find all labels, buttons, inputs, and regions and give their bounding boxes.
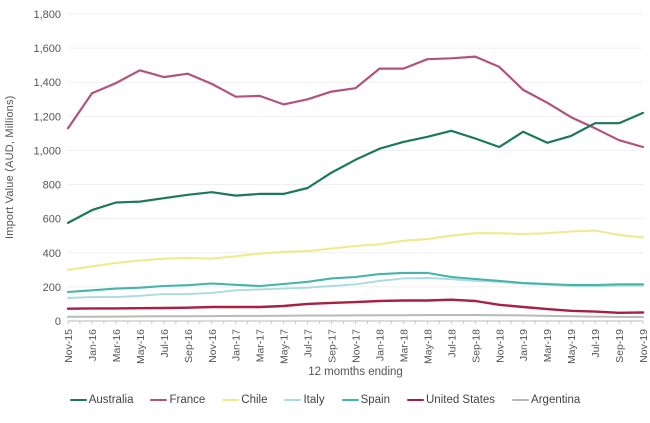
x-tick-label: Sep-18 [470,329,482,363]
x-axis-title: 12 momths ending [308,366,403,378]
legend-label: Italy [303,394,325,406]
legend-label: Chile [241,394,268,406]
legend-item-chile: Chile [222,394,267,406]
legend-label: Spain [360,394,390,406]
legend-item-united-states: United States [407,394,495,406]
legend-swatch [222,398,240,402]
series-line-italy [67,277,644,299]
x-tick-label: May-16 [135,329,147,364]
x-tick-label: Jul-19 [590,329,602,358]
legend-swatch [284,398,302,402]
legend-label: Australia [88,394,134,406]
x-tick-label: May-17 [279,329,291,364]
y-tick-label: 1,800 [33,9,61,21]
x-tick-label: Nov-16 [207,329,219,363]
legend-item-argentina: Argentina [512,394,580,406]
x-tick-label: Jul-16 [159,329,171,358]
legend-label: United States [426,394,496,406]
legend-item-spain: Spain [341,394,390,406]
x-tick-label: Nov-19 [638,329,650,363]
y-axis-title: Import Value (AUD, Millions) [4,95,16,240]
legend-item-france: France [150,394,205,406]
series-line-united-states [66,298,645,314]
x-tick-label: Jul-17 [303,329,315,358]
legend-swatch [69,398,87,402]
x-tick-label: Jul-18 [446,329,458,358]
x-tick-label: Sep-19 [614,329,626,363]
x-tick-label: Nov-15 [63,329,75,363]
x-tick-label: Mar-19 [542,329,554,362]
y-tick-label: 1,000 [33,145,61,157]
series-line-australia [66,111,645,224]
x-tick-label: Jan-17 [231,329,243,361]
x-tick-label: May-19 [566,329,578,364]
y-tick-label: 800 [43,180,61,192]
y-tick-label: 200 [43,282,61,294]
series-line-chile [66,229,645,271]
x-tick-label: Sep-17 [327,329,339,363]
y-tick-label: 0 [55,316,61,328]
x-tick-label: May-18 [422,329,434,364]
legend-swatch [512,398,530,402]
y-tick-label: 1,600 [33,43,61,55]
legend-swatch [407,398,424,402]
x-tick-label: Nov-18 [494,329,506,363]
x-tick-label: Jan-16 [87,329,99,361]
legend: Australia France Chile Italy Spain United Sta… [0,394,650,406]
legend-item-italy: Italy [284,394,325,406]
legend-label: France [169,394,206,406]
y-tick-label: 1,200 [33,111,61,123]
legend-label: Argentina [531,394,581,406]
y-tick-label: 600 [43,214,61,226]
x-tick-label: Mar-18 [398,329,410,362]
y-tick-label: 1,400 [33,77,61,89]
x-tick-label: Jan-19 [518,329,530,361]
legend-swatch [341,398,359,402]
legend-swatch [150,398,168,402]
series-line-spain [66,271,645,294]
x-tick-label: Mar-16 [111,329,123,362]
series-line-argentina [67,314,644,319]
series-line-france [66,55,645,149]
x-tick-label: Sep-16 [183,329,195,363]
x-tick-label: Mar-17 [255,329,267,362]
x-tick-label: Nov-17 [351,329,363,363]
y-tick-label: 400 [43,248,61,260]
x-tick-label: Jan-18 [374,329,386,361]
legend-item-australia: Australia [69,394,134,406]
